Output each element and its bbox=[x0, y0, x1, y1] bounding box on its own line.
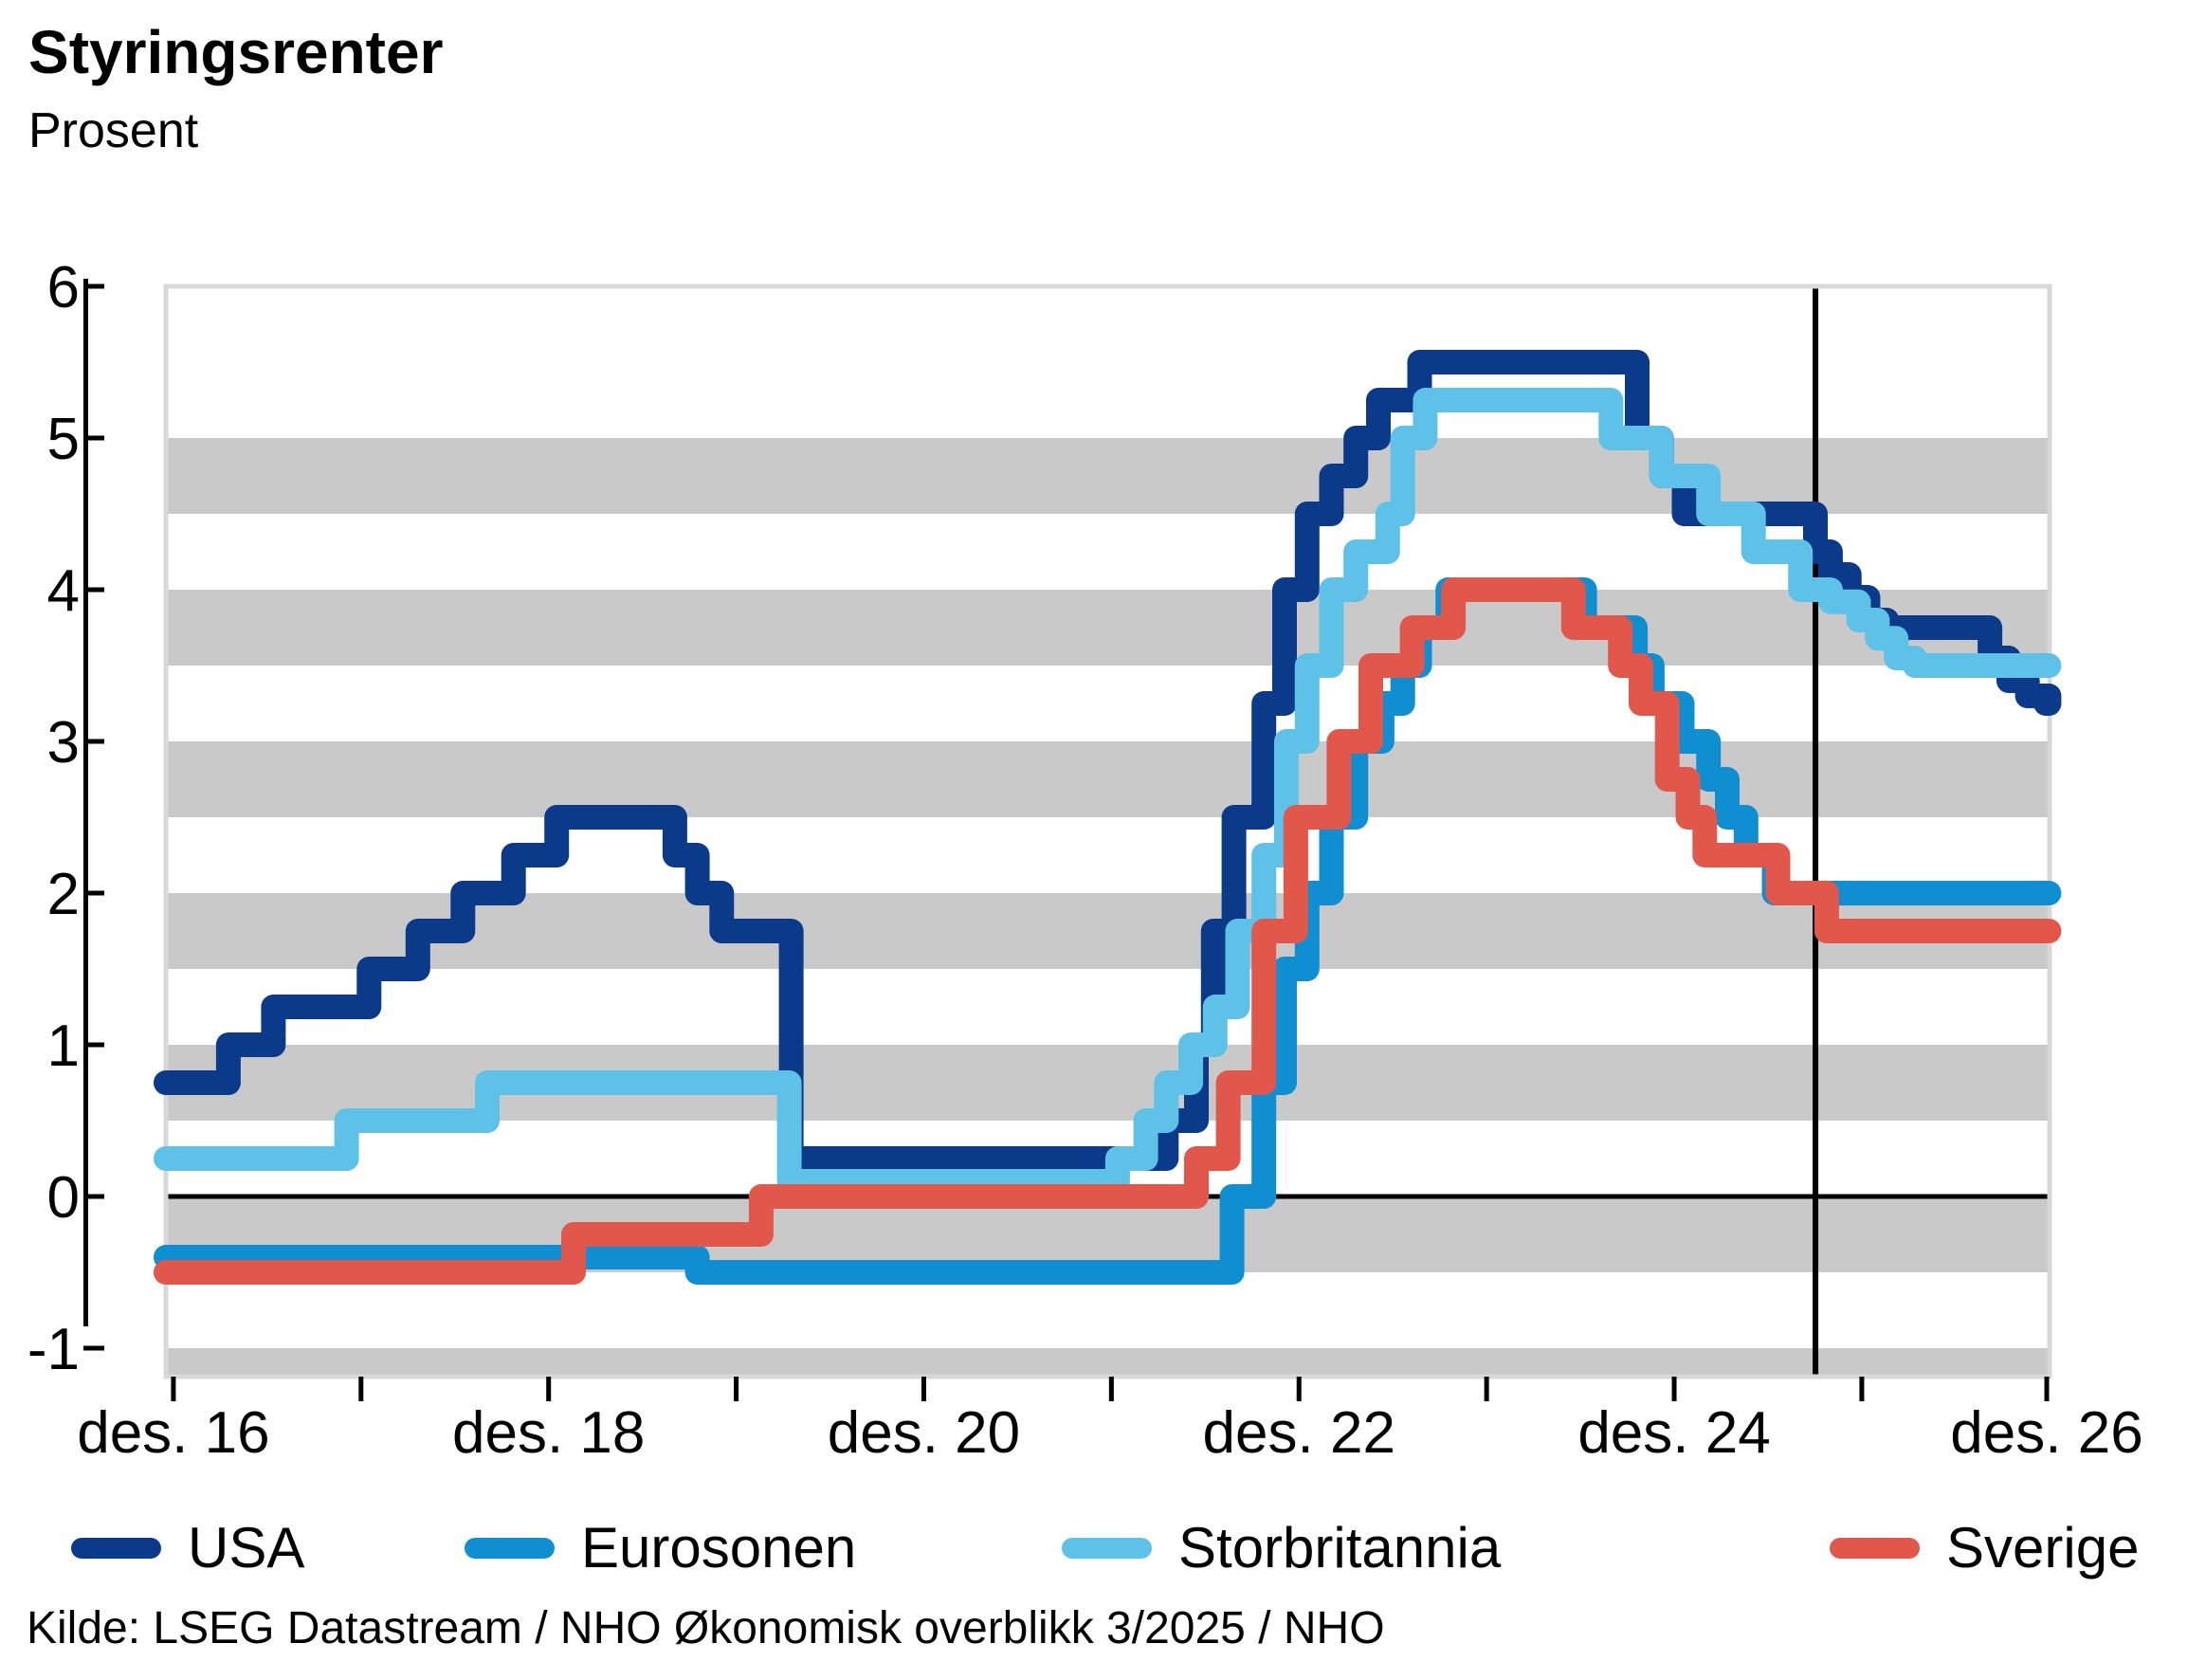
x-axis-label: des. 26 bbox=[1950, 1400, 2142, 1466]
y-axis-tick bbox=[83, 739, 104, 744]
x-axis-tick bbox=[171, 1377, 176, 1401]
y-axis-tick bbox=[83, 283, 104, 289]
y-axis-label: -1 bbox=[27, 1317, 80, 1382]
x-axis-tick bbox=[1296, 1377, 1302, 1401]
chart-title: Styringsrenter bbox=[28, 18, 444, 86]
grid-stripe bbox=[166, 741, 2050, 817]
y-axis-label: 3 bbox=[47, 710, 80, 776]
legend-label-storbritannia: Storbritannia bbox=[1178, 1516, 1502, 1580]
legend-item-sverige: Sverige bbox=[1830, 1515, 2139, 1580]
chart-subtitle: Prosent bbox=[28, 103, 199, 158]
y-axis-line bbox=[83, 279, 88, 1326]
grid-stripe bbox=[166, 438, 2050, 514]
y-axis-tick bbox=[83, 890, 104, 896]
y-axis-label: 5 bbox=[47, 407, 80, 472]
y-axis-tick bbox=[83, 1194, 104, 1199]
y-axis-tick bbox=[83, 1042, 104, 1048]
y-axis-label: 4 bbox=[47, 558, 80, 624]
y-axis-tick bbox=[83, 435, 104, 441]
legend-label-sverige: Sverige bbox=[1946, 1516, 2140, 1580]
plot-border bbox=[163, 283, 2052, 1379]
x-axis-tick bbox=[1484, 1377, 1489, 1401]
source-line: Kilde: LSEG Datastream / NHO Økonomisk o… bbox=[27, 1603, 1385, 1653]
legend: USA Eurosonen Storbritannia Sverige bbox=[0, 1515, 2206, 1600]
x-axis-tick bbox=[1671, 1377, 1677, 1401]
grid-stripe bbox=[166, 893, 2050, 969]
x-axis-label: des. 16 bbox=[77, 1400, 269, 1466]
x-axis-label: des. 24 bbox=[1577, 1400, 1770, 1466]
x-axis-label: des. 22 bbox=[1203, 1400, 1395, 1466]
legend-label-eurosonen: Eurosonen bbox=[581, 1516, 857, 1580]
storbritannia-line-swatch bbox=[1062, 1537, 1152, 1559]
sverige-line-swatch bbox=[1830, 1537, 1920, 1559]
grid-stripe bbox=[166, 590, 2050, 666]
grid-stripe bbox=[166, 1348, 2050, 1377]
legend-item-storbritannia: Storbritannia bbox=[1062, 1515, 1501, 1580]
y-axis-label: 1 bbox=[47, 1013, 80, 1079]
eurosonen-line-swatch bbox=[465, 1537, 555, 1559]
series-line-sverige bbox=[154, 577, 2062, 1285]
y-axis-tick bbox=[83, 1345, 104, 1351]
forecast-divider-line bbox=[1813, 286, 1819, 1377]
y-axis-label: 0 bbox=[47, 1165, 80, 1231]
series-line-storbritannia bbox=[154, 388, 2062, 1194]
x-axis-tick bbox=[546, 1377, 552, 1401]
x-axis-tick bbox=[358, 1377, 364, 1401]
x-axis-tick bbox=[1108, 1377, 1114, 1401]
x-axis-tick bbox=[921, 1377, 926, 1401]
y-axis-tick bbox=[83, 587, 104, 593]
usa-line-swatch bbox=[71, 1537, 161, 1559]
y-axis-label: 2 bbox=[47, 862, 80, 927]
legend-label-usa: USA bbox=[188, 1516, 305, 1580]
x-axis-tick bbox=[1859, 1377, 1865, 1401]
x-axis-label: des. 18 bbox=[452, 1400, 645, 1466]
x-axis-tick bbox=[2044, 1377, 2050, 1401]
y-axis-label: 6 bbox=[47, 255, 80, 320]
legend-item-usa: USA bbox=[71, 1515, 304, 1580]
x-axis-tick bbox=[734, 1377, 739, 1401]
x-axis-label: des. 20 bbox=[828, 1400, 1020, 1466]
legend-item-eurosonen: Eurosonen bbox=[465, 1515, 856, 1580]
